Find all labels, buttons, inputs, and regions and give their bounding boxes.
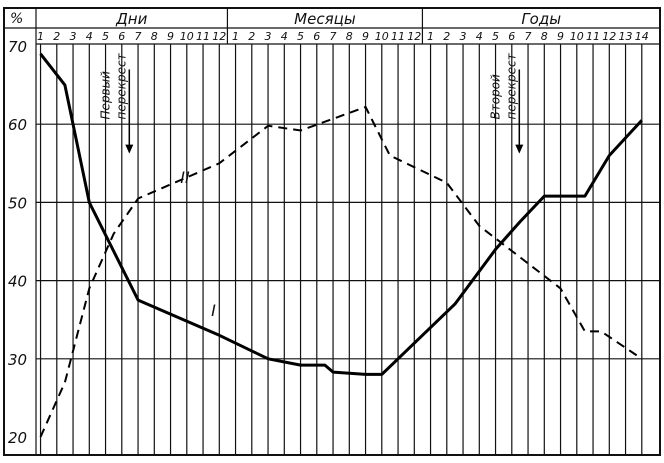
- x-tick-label: 2: [443, 30, 450, 43]
- x-tick-label: 2: [53, 30, 60, 43]
- x-tick-label: 10: [375, 30, 389, 43]
- chart-border: [3, 7, 661, 456]
- annotation-arrow-head: [515, 144, 524, 154]
- x-tick-label: 6: [118, 30, 125, 43]
- x-tick-label: 8: [541, 30, 548, 43]
- x-tick-label: 7: [135, 30, 142, 43]
- y-axis: 70 60 50 40 30 20%: [8, 11, 27, 447]
- x-tick-label: 6: [313, 30, 320, 43]
- y-tick-label: 20: [8, 429, 27, 447]
- annotation-line-2: перекрест: [114, 52, 128, 119]
- x-tick-label: 11: [391, 30, 405, 43]
- x-tick-label: 4: [476, 30, 483, 43]
- y-tick-label: 60: [8, 116, 27, 134]
- x-tick-label: 6: [508, 30, 515, 43]
- series-line-I: [39, 52, 643, 376]
- x-tick-label: 4: [86, 30, 93, 43]
- x-tick-label: 12: [407, 30, 421, 43]
- x-tick-label: 9: [557, 30, 564, 43]
- series-label-I: I: [211, 301, 216, 320]
- x-tick-label: 1: [427, 30, 434, 43]
- x-tick-label: 12: [602, 30, 616, 43]
- section-label: Месяцы: [294, 10, 356, 28]
- annotation-arrow-head: [125, 144, 134, 154]
- x-tick-label: 13: [619, 30, 633, 43]
- x-tick-label: 7: [330, 30, 337, 43]
- annotation-line-1: Второй: [488, 74, 502, 120]
- x-tick-label: 9: [362, 30, 369, 43]
- x-tick-label: 5: [297, 30, 304, 43]
- series-line-II: [39, 105, 643, 438]
- x-tick-label: 14: [635, 30, 649, 43]
- series-label-II: II: [180, 168, 190, 187]
- x-tick-label: 3: [460, 30, 467, 43]
- crossover-annotation: Первый перекрест: [98, 52, 134, 154]
- y-tick-label: 70: [8, 38, 27, 56]
- x-tick-label: 4: [281, 30, 288, 43]
- section-label: Годы: [521, 10, 561, 28]
- x-tick-label: 7: [525, 30, 532, 43]
- x-tick-label: 8: [151, 30, 158, 43]
- y-tick-label: 40: [8, 273, 27, 291]
- y-tick-label: 30: [8, 351, 27, 369]
- x-tick-label: 3: [70, 30, 77, 43]
- series-layer: [39, 52, 643, 438]
- x-tick-label: 5: [102, 30, 109, 43]
- x-tick-label: 1: [37, 30, 44, 43]
- x-tick-label: 5: [492, 30, 499, 43]
- annotation-line-2: перекрест: [504, 52, 518, 119]
- crossover-annotation: Второй перекрест: [488, 52, 524, 154]
- section-label: Дни: [115, 10, 148, 28]
- x-tick-label: 8: [346, 30, 353, 43]
- x-tick-label: 11: [196, 30, 210, 43]
- x-tick-label: 3: [265, 30, 272, 43]
- annotation-line-1: Первый: [98, 71, 112, 120]
- x-tick-label: 10: [570, 30, 584, 43]
- x-tick-label: 11: [586, 30, 600, 43]
- y-tick-label: 50: [8, 194, 27, 212]
- x-tick-label: 2: [248, 30, 255, 43]
- x-tick-label: 9: [167, 30, 174, 43]
- x-tick-label: 10: [180, 30, 194, 43]
- y-axis-label: %: [10, 11, 23, 27]
- x-tick-label: 12: [212, 30, 226, 43]
- x-tick-label: 1: [232, 30, 239, 43]
